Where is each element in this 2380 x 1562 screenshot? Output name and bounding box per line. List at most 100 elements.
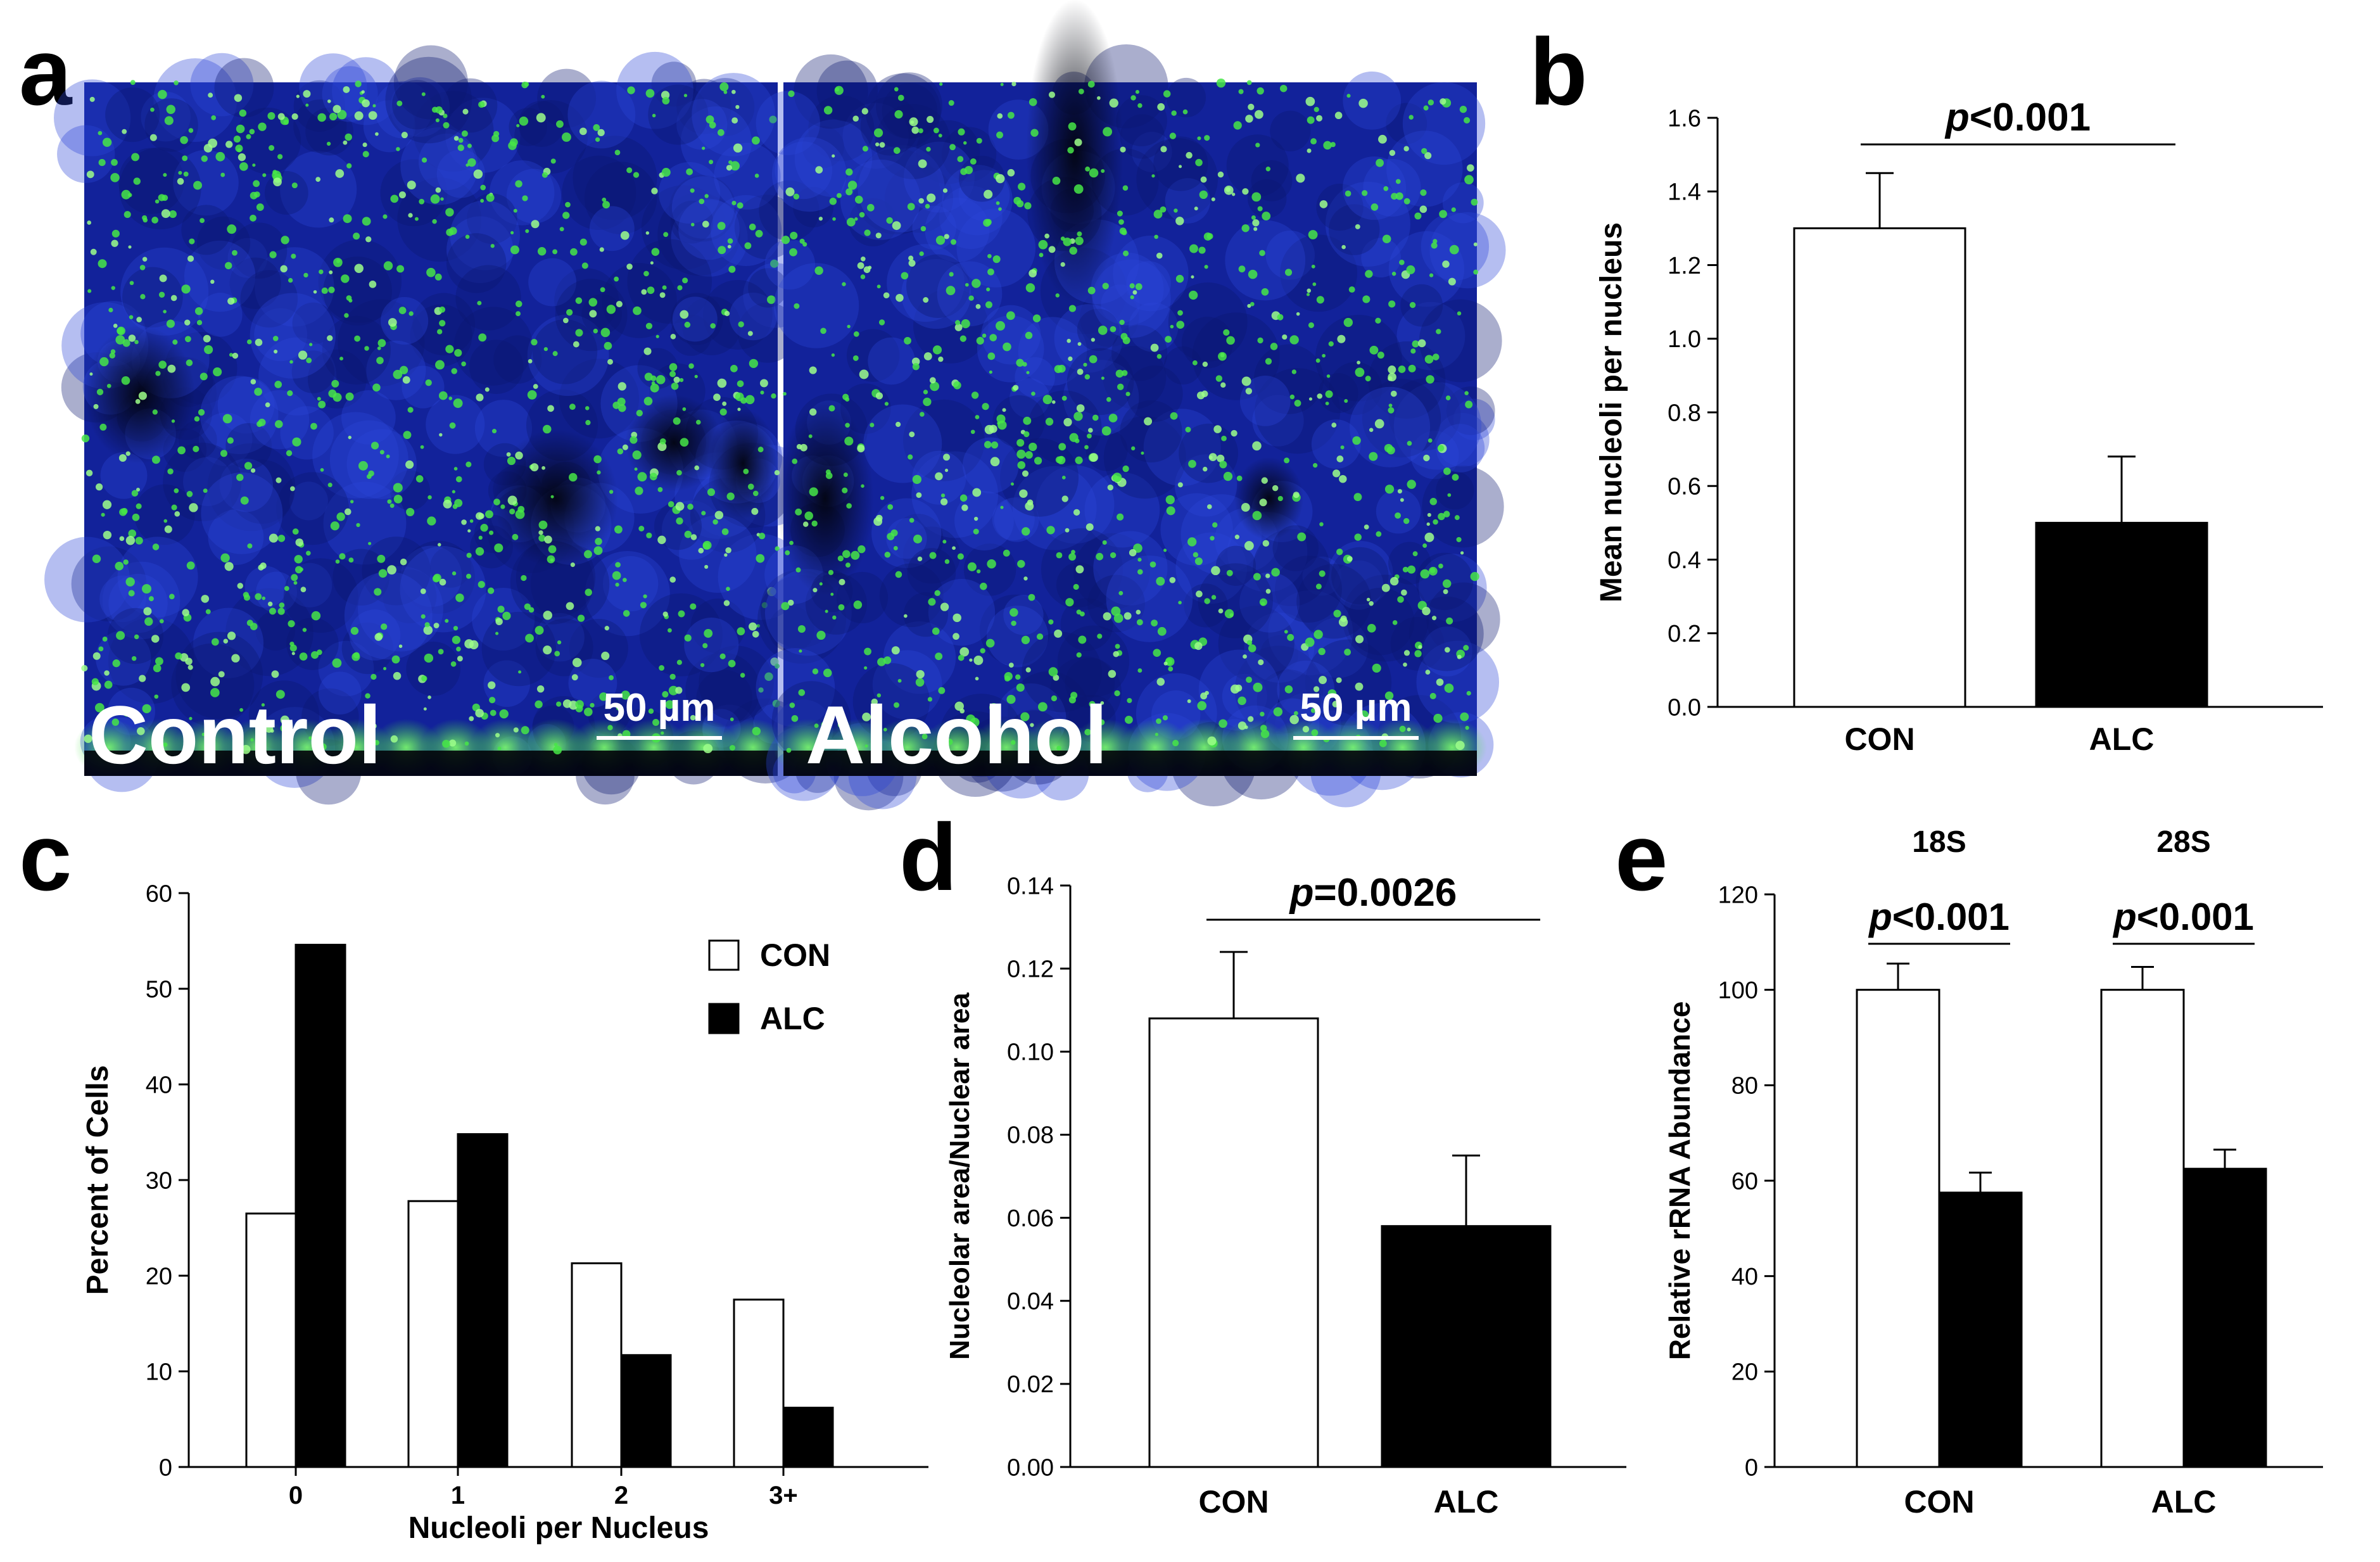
nucleolus-dot (519, 116, 529, 126)
nucleolus-dot (795, 508, 802, 516)
nucleolus-dot (1076, 609, 1082, 615)
bar-alc-1 (457, 1133, 509, 1468)
nuclei-stain (737, 302, 798, 363)
nucleolus-dot (662, 611, 668, 617)
nucleolus-dot (1254, 110, 1263, 119)
nucleolus-dot (942, 188, 948, 193)
nucleolus-dot (676, 517, 683, 525)
nucleolus-dot (96, 388, 104, 396)
nucleolus-dot (1466, 690, 1471, 696)
nucleolus-dot (166, 105, 175, 114)
nucleolus-dot (1445, 395, 1451, 400)
nucleolus-dot (1130, 295, 1134, 300)
nucleolus-dot (575, 329, 583, 337)
nucleolus-dot (669, 371, 676, 378)
nuclei-stain (901, 258, 972, 329)
nuclei-stain (854, 148, 940, 235)
nucleolus-dot (593, 124, 600, 131)
nucleolus-dot (873, 128, 883, 137)
nucleolus-dot (142, 217, 148, 223)
nucleolus-dot (1362, 295, 1370, 303)
nuclei-stain (868, 337, 915, 385)
x-tick-label: ALC (2089, 721, 2155, 757)
nuclei-stain (196, 216, 251, 270)
nucleolus-dot (1355, 224, 1360, 229)
nucleolus-dot (944, 468, 949, 473)
nucleolus-dot (269, 144, 275, 151)
nucleolus-dot (1084, 445, 1089, 450)
nucleolus-dot (837, 721, 844, 728)
nucleolus-dot (1077, 231, 1082, 237)
nucleolus-dot (199, 218, 205, 224)
nucleolus-dot (912, 363, 920, 371)
nucleolus-dot (1473, 269, 1479, 275)
nucleolus-dot (1345, 190, 1351, 197)
nuclei-stain (1386, 103, 1427, 144)
nuclei-stain (219, 459, 273, 512)
nucleolus-dot (704, 629, 713, 638)
nucleolus-dot (455, 593, 464, 602)
nucleolus-dot (1019, 489, 1028, 498)
nucleolus-dot (609, 490, 614, 494)
nuclei-stain (1442, 182, 1484, 224)
nucleolus-dot (740, 673, 745, 678)
nuclei-stain (291, 350, 335, 393)
nucleolus-dot (491, 429, 497, 434)
y-tick-label: 0.4 (1668, 547, 1701, 574)
nucleolus-dot (1238, 265, 1246, 273)
nucleolus-dot (174, 488, 179, 493)
nucleolus-dot (1310, 708, 1316, 713)
nucleolus-dot (911, 126, 920, 134)
nuclei-stain (1239, 572, 1300, 633)
nucleolus-dot (435, 118, 440, 122)
nucleolus-dot (749, 359, 758, 369)
bar-alc (1381, 1225, 1552, 1468)
nucleolus-dot (1261, 288, 1269, 296)
nuclei-stain (258, 337, 337, 416)
nuclei-stain (323, 256, 393, 326)
nucleolus-dot (250, 738, 254, 742)
nucleolus-dot (258, 418, 266, 426)
nucleolus-dot (701, 511, 706, 516)
nucleolus-dot (788, 90, 795, 98)
nuclei-stain (1131, 132, 1172, 172)
nucleolus-dot (193, 181, 202, 190)
nucleolus-dot (1027, 499, 1034, 505)
nucleolus-dot (737, 407, 741, 411)
nuclei-stain (1446, 386, 1495, 435)
nuclei-stain (1435, 412, 1490, 467)
nuclei-stain (925, 197, 990, 263)
nucleolus-dot (377, 346, 381, 350)
nuclei-stain (1376, 488, 1421, 534)
nucleolus-dot (1270, 343, 1278, 350)
nucleolus-dot (853, 331, 859, 337)
nucleolus-dot (408, 213, 413, 218)
nucleolus-dot (808, 434, 813, 438)
nucleolus-dot (858, 545, 866, 554)
nuclei-stain (887, 244, 965, 322)
nucleolus-dot (1023, 431, 1030, 438)
nucleolus-dot (980, 648, 985, 654)
nucleolus-dot (1127, 697, 1132, 704)
nucleolus-dot (1125, 391, 1130, 397)
nucleolus-dot (203, 334, 211, 343)
nucleolus-dot (239, 109, 247, 117)
nucleolus-dot (579, 127, 587, 136)
nucleolus-dot (1168, 666, 1174, 672)
nucleolus-dot (1422, 606, 1431, 616)
nucleolus-dot (1151, 174, 1155, 178)
nucleolus-dot (665, 700, 674, 709)
nuclei-stain (225, 422, 272, 469)
nucleolus-dot (1271, 568, 1280, 577)
nucleolus-dot (659, 438, 666, 445)
nucleolus-dot (484, 387, 490, 392)
nucleolus-dot (1031, 391, 1035, 396)
nuclei-stain (678, 198, 740, 260)
nucleolus-dot (600, 327, 611, 338)
nuclei-stain (699, 645, 774, 721)
nucleolus-dot (890, 529, 898, 537)
nuclei-stain (702, 280, 773, 350)
nucleolus-dot (1464, 175, 1474, 185)
nucleolus-dot (275, 477, 282, 483)
nucleolus-dot (566, 309, 573, 316)
